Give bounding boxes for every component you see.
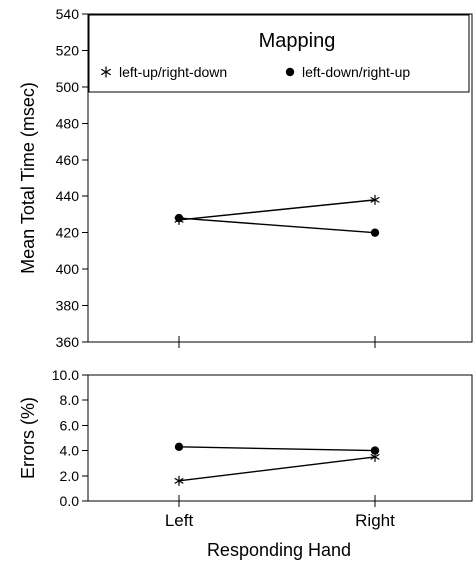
time-y-tick-label-7: 500: [56, 79, 80, 95]
time-point-s1-1: [370, 228, 380, 237]
x-category-label-0: Left: [165, 511, 194, 530]
time-y-tick-label-3: 420: [56, 225, 80, 241]
errors-series: [174, 442, 380, 486]
legend-marker-1: [285, 67, 295, 77]
time-series-line-0: [178, 199, 376, 221]
errors-y-axis-title: Errors (%): [18, 397, 38, 479]
legend-title: Mapping: [259, 30, 336, 52]
legend: Mapping left-up/right-down left-down/rig…: [88, 14, 470, 93]
time-y-tick-label-8: 520: [56, 42, 80, 58]
errors-y-tick-label-5: 10.0: [52, 367, 79, 383]
errors-point-s0-0: [174, 475, 184, 486]
time-y-tick-label-9: 540: [56, 6, 80, 22]
time-point-s0-1: [370, 194, 380, 205]
errors-y-tick-label-0: 0.0: [60, 493, 80, 509]
legend-box: [88, 14, 470, 93]
errors-point-s1-0: [174, 442, 184, 452]
errors-y-tick-label-4: 8.0: [60, 392, 80, 408]
time-point-s1-0: [174, 213, 184, 223]
time-y-axis-title: Mean Total Time (msec): [18, 82, 38, 274]
legend-marker-0: [100, 66, 112, 78]
errors-plot-frame: [87, 374, 473, 502]
legend-label-1: left-down/right-up: [302, 64, 410, 80]
time-panel: 360 380 400 420 440 460 480 500 520 540 Mean Tota…: [18, 6, 473, 350]
time-y-tick-label-6: 480: [56, 115, 80, 131]
time-y-tick-label-4: 440: [56, 188, 80, 204]
x-axis-title: Responding Hand: [207, 540, 351, 560]
legend-item-0: left-up/right-down: [100, 64, 227, 80]
dot-marker-icon: [285, 67, 295, 77]
asterisk-marker-icon: [100, 66, 112, 78]
time-y-ticks: 360 380 400 420 440 460 480 500 520 540: [56, 6, 376, 350]
x-category-labels: Left Right: [165, 511, 395, 530]
errors-y-ticks: 0.0 2.0 4.0 6.0 8.0 10.0: [52, 367, 376, 509]
errors-panel: 0.0 2.0 4.0 6.0 8.0 10.0 Errors (%): [18, 367, 473, 509]
errors-series-line-1: [178, 446, 376, 452]
legend-item-1: left-down/right-up: [285, 64, 410, 80]
errors-series-line-0: [178, 456, 376, 482]
errors-y-tick-label-1: 2.0: [60, 468, 80, 484]
time-y-tick-label-0: 360: [56, 334, 80, 350]
errors-y-tick-label-2: 4.0: [60, 443, 80, 459]
time-y-tick-label-1: 380: [56, 298, 80, 314]
time-y-tick-label-2: 400: [56, 261, 80, 277]
time-series: [174, 194, 380, 237]
time-plot-frame: [87, 13, 473, 343]
legend-label-0: left-up/right-down: [119, 64, 227, 80]
time-y-tick-label-5: 460: [56, 152, 80, 168]
errors-y-tick-label-3: 6.0: [60, 417, 80, 433]
errors-point-s1-1: [370, 446, 380, 455]
x-category-label-1: Right: [355, 511, 395, 530]
time-series-line-1: [178, 217, 376, 234]
